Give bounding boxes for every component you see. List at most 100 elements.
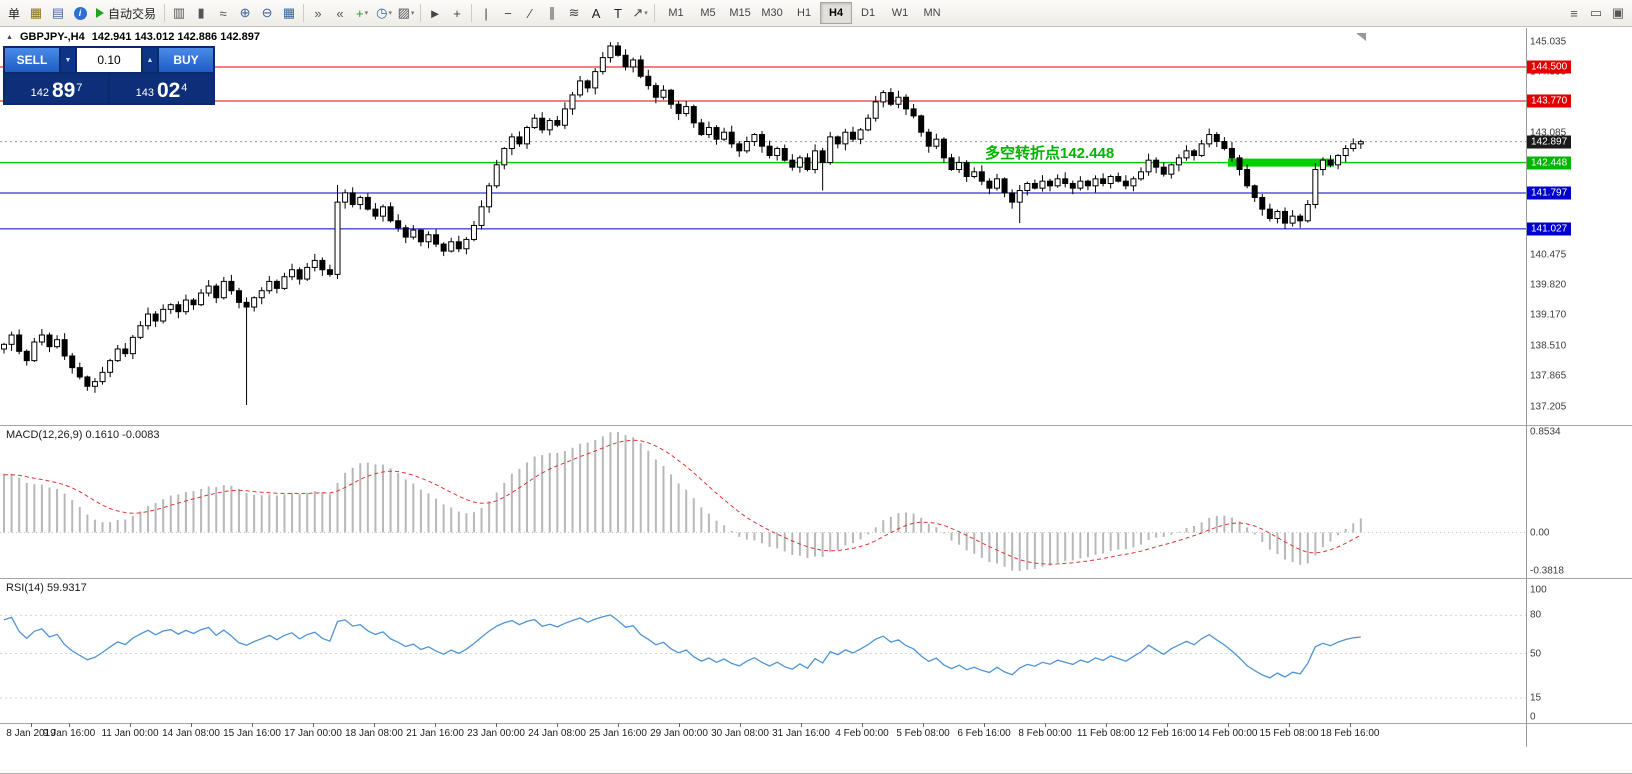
last-price-tag: 142.897 — [1527, 135, 1572, 149]
zoom-in-icon[interactable]: ⊕ — [239, 5, 251, 20]
candlestick — [561, 108, 568, 126]
trendline-icon[interactable]: ∕ — [528, 5, 532, 21]
expand-icon: ▲ — [6, 33, 13, 41]
text-label-icon[interactable]: T — [614, 5, 622, 21]
candlestick — [1221, 141, 1228, 150]
add-indicator-icon[interactable]: + ▾ — [355, 5, 369, 21]
time-axis-label: 15 Jan 16:00 — [223, 728, 281, 739]
zoom-out-icon[interactable]: ⊖ — [261, 5, 273, 20]
volume-increase-button[interactable]: ▲ — [143, 48, 157, 72]
time-axis-label: 29 Jan 00:00 — [650, 728, 708, 739]
candlestick — [160, 308, 167, 322]
bar-chart-icon[interactable]: ▥ — [172, 5, 186, 20]
window-tile-icon[interactable]: ▣ — [1611, 5, 1625, 20]
auto-scroll-icon[interactable]: » — [314, 5, 322, 21]
chart-shift-icon[interactable]: « — [336, 5, 344, 21]
candlestick — [190, 299, 197, 306]
time-axis-label: 15 Feb 08:00 — [1259, 728, 1319, 739]
equidistant-channel-icon[interactable]: ∥ — [548, 5, 556, 20]
timeframe-m5[interactable]: M5 — [700, 7, 716, 19]
macd-panel-canvas[interactable] — [0, 425, 1526, 578]
support-zone[interactable] — [1228, 158, 1334, 167]
candlestick — [251, 297, 258, 308]
time-axis[interactable]: 8 Jan 2019 9 Jan 16:00 11 Jan 00:00 14 Jan … — [0, 723, 1526, 747]
timeframe-d1[interactable]: D1 — [861, 7, 876, 19]
tile-windows-icon[interactable]: ▦ — [282, 5, 296, 20]
candlestick — [410, 229, 417, 238]
candlestick — [152, 313, 159, 322]
autotrading-button[interactable]: 自动交易 — [91, 2, 161, 24]
candlestick — [99, 371, 106, 383]
candlestick — [668, 89, 675, 105]
candlestick — [1274, 210, 1281, 219]
candlestick — [1198, 143, 1205, 157]
text-icon[interactable]: A — [591, 5, 601, 21]
candlestick — [865, 117, 872, 131]
candlestick — [1031, 182, 1038, 189]
horizontal-line-icon[interactable]: − — [504, 5, 512, 21]
line-chart-icon[interactable]: ≈ — [219, 5, 227, 21]
candlestick — [645, 75, 652, 87]
new-chart-icon[interactable]: ▦ — [29, 5, 43, 20]
timeframe-m30[interactable]: M30 — [761, 7, 783, 19]
candlestick — [425, 234, 432, 243]
rsi-header: RSI(14) 59.9317 — [6, 582, 87, 594]
candlestick — [205, 285, 212, 294]
timeframe-h1[interactable]: H1 — [797, 7, 812, 19]
periods-icon[interactable]: ◷ ▾ — [376, 5, 392, 20]
time-axis-tick — [801, 723, 802, 727]
timeframe-mn[interactable]: MN — [923, 7, 941, 19]
candlestick — [289, 269, 296, 278]
crosshair-icon[interactable]: + — [453, 5, 461, 21]
pivot-annotation[interactable]: 多空转折点142.448 — [985, 145, 1115, 162]
main-chart-canvas[interactable] — [0, 28, 1526, 425]
time-axis-tick — [130, 723, 131, 727]
price-scale[interactable]: 145.035144.390143.085140.475139.820139.1… — [1526, 28, 1632, 747]
arrows-icon[interactable]: ↗ ▾ — [632, 5, 648, 20]
chart-list-icon[interactable]: ≡ — [1570, 5, 1578, 21]
ask-pip-digit: 4 — [181, 82, 188, 94]
window-cascade-icon[interactable]: ▭ — [1589, 5, 1603, 20]
candlestick — [266, 280, 273, 292]
candlestick — [395, 220, 402, 229]
candlestick — [1259, 196, 1266, 210]
candlestick — [1092, 178, 1099, 187]
candlestick — [122, 348, 129, 355]
volume-input[interactable]: 0.10 — [77, 48, 141, 72]
templates-icon[interactable]: ▨ ▾ — [397, 5, 415, 20]
candlestick — [690, 106, 697, 124]
candlestick — [1100, 178, 1107, 184]
candlestick — [842, 131, 849, 145]
profiles-icon[interactable]: ▤ — [51, 5, 65, 20]
candlestick-chart-icon[interactable]: ▮ — [197, 5, 205, 20]
price-scale-label: 145.035 — [1530, 36, 1567, 48]
buy-button[interactable]: BUY — [159, 48, 213, 72]
time-axis-tick — [496, 723, 497, 727]
info-icon[interactable]: i — [69, 2, 91, 24]
price-scale-label: 138.510 — [1530, 340, 1567, 352]
time-axis-tick — [313, 723, 314, 727]
candlestick — [713, 127, 720, 140]
time-axis-tick — [1106, 723, 1107, 727]
cursor-icon[interactable]: ► — [428, 5, 442, 21]
volume-decrease-button[interactable]: ▼ — [61, 48, 75, 72]
new-order-button[interactable]: 单 — [8, 6, 21, 21]
fibonacci-icon[interactable]: ≋ — [568, 5, 580, 20]
timeframe-m1[interactable]: M1 — [668, 7, 684, 19]
candlestick — [501, 148, 508, 166]
bid-price: 142 89 7 — [5, 74, 108, 103]
timeframe-h4[interactable]: H4 — [820, 2, 853, 24]
vertical-line-icon[interactable]: | — [484, 5, 488, 21]
timeframe-w1[interactable]: W1 — [891, 7, 909, 19]
timeframe-m15[interactable]: M15 — [729, 7, 751, 19]
rsi-panel-canvas[interactable] — [0, 578, 1526, 723]
candlestick — [69, 355, 76, 369]
play-icon — [96, 8, 105, 18]
candlestick — [1282, 210, 1289, 224]
sell-button[interactable]: SELL — [5, 48, 59, 72]
candlestick — [319, 259, 326, 271]
time-axis-label: 18 Feb 16:00 — [1320, 728, 1380, 739]
time-axis-label: 25 Jan 16:00 — [589, 728, 647, 739]
level-price-tag: 143.770 — [1527, 94, 1572, 108]
candlestick — [1357, 141, 1364, 145]
